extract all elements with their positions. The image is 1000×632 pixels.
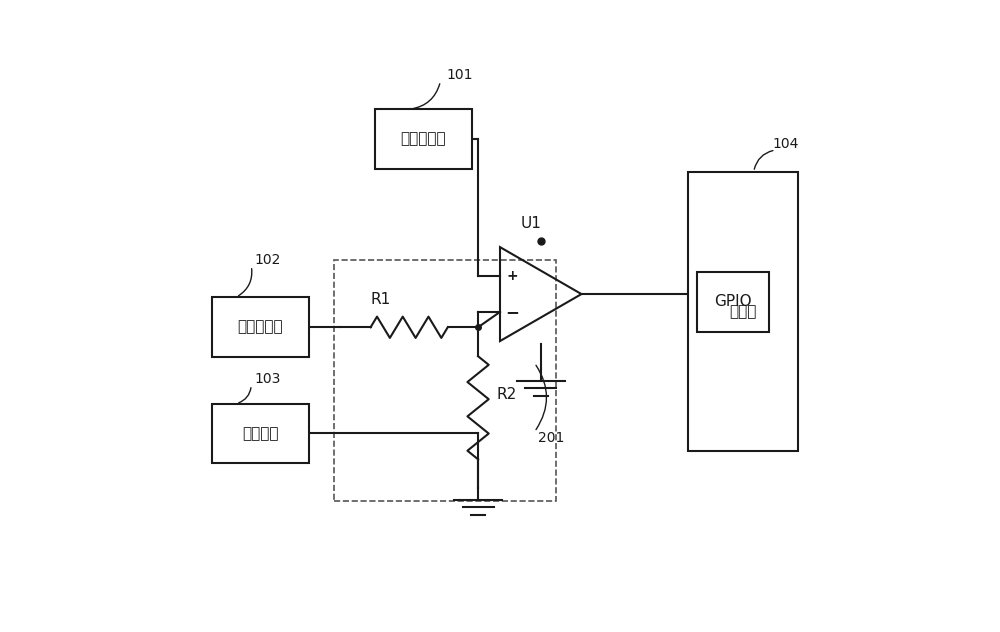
Text: R1: R1 [371,291,391,307]
Bar [212,297,309,356]
Text: 处理器: 处理器 [729,304,756,319]
Bar [212,404,309,463]
Text: R2: R2 [497,387,517,402]
Text: +: + [506,269,518,283]
Text: 102: 102 [254,253,281,267]
Bar [697,272,769,332]
Bar [688,172,798,451]
Text: GPIO: GPIO [715,295,752,310]
Text: 接地引脚: 接地引脚 [242,426,279,441]
Text: U1: U1 [521,216,542,231]
Text: 201: 201 [538,431,564,445]
Text: 103: 103 [254,372,281,386]
Text: 104: 104 [773,137,799,150]
Text: 101: 101 [447,68,473,82]
Bar [334,260,556,501]
Text: 第一电压源: 第一电压源 [400,131,446,147]
Text: −: − [505,303,519,321]
Bar [375,109,472,169]
Text: 第二电压源: 第二电压源 [238,319,283,334]
